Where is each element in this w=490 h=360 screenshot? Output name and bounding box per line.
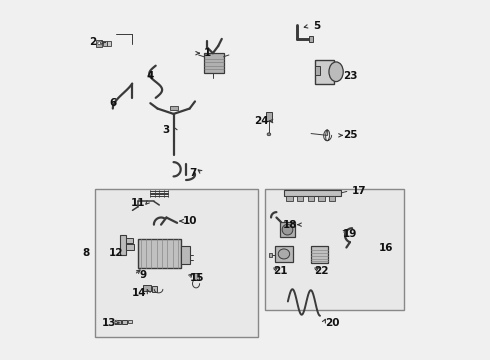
Text: 23: 23 bbox=[343, 71, 358, 81]
Text: 4: 4 bbox=[147, 71, 154, 81]
Ellipse shape bbox=[115, 320, 118, 323]
Bar bbox=[138, 239, 181, 267]
Bar bbox=[95, 189, 258, 337]
Bar bbox=[193, 273, 198, 280]
Ellipse shape bbox=[282, 224, 293, 235]
Bar bbox=[315, 66, 320, 75]
Bar bbox=[103, 41, 107, 46]
Text: 22: 22 bbox=[315, 266, 329, 276]
Text: 13: 13 bbox=[102, 318, 117, 328]
Bar bbox=[122, 320, 127, 324]
Text: 15: 15 bbox=[190, 273, 204, 283]
Bar bbox=[128, 320, 132, 323]
Bar bbox=[204, 53, 223, 73]
Bar bbox=[309, 36, 313, 42]
Text: 11: 11 bbox=[130, 198, 145, 208]
Text: 12: 12 bbox=[109, 248, 123, 258]
Ellipse shape bbox=[329, 62, 343, 82]
Bar bbox=[126, 244, 134, 249]
Bar bbox=[120, 235, 126, 255]
Bar bbox=[275, 246, 293, 262]
Bar bbox=[286, 196, 293, 202]
Text: 19: 19 bbox=[343, 229, 358, 239]
Bar bbox=[318, 196, 325, 202]
Bar bbox=[308, 196, 314, 202]
Bar bbox=[152, 287, 157, 292]
Bar bbox=[115, 320, 121, 324]
Bar bbox=[97, 40, 102, 47]
Bar bbox=[311, 246, 328, 263]
Text: 3: 3 bbox=[163, 125, 170, 135]
Text: 25: 25 bbox=[343, 130, 358, 140]
Bar bbox=[170, 106, 178, 111]
Bar bbox=[329, 196, 335, 202]
Text: 10: 10 bbox=[182, 216, 197, 226]
Text: 5: 5 bbox=[313, 21, 320, 31]
Text: 2: 2 bbox=[90, 37, 97, 48]
Bar bbox=[284, 190, 342, 196]
Text: 1: 1 bbox=[204, 48, 211, 58]
Text: 16: 16 bbox=[379, 243, 393, 253]
Bar bbox=[143, 285, 151, 292]
Bar bbox=[315, 60, 334, 84]
Bar bbox=[265, 189, 404, 310]
Text: 18: 18 bbox=[282, 220, 297, 230]
Bar bbox=[280, 222, 295, 237]
Bar bbox=[297, 196, 303, 202]
Text: 7: 7 bbox=[190, 168, 197, 178]
Bar bbox=[126, 238, 133, 243]
Bar bbox=[107, 41, 111, 46]
Text: 6: 6 bbox=[109, 98, 117, 108]
Ellipse shape bbox=[278, 249, 290, 259]
Bar bbox=[181, 246, 190, 264]
Text: 24: 24 bbox=[254, 116, 269, 126]
Ellipse shape bbox=[267, 133, 270, 136]
Text: 14: 14 bbox=[132, 288, 147, 297]
Bar bbox=[266, 112, 272, 121]
Text: 21: 21 bbox=[273, 266, 288, 276]
Text: 17: 17 bbox=[352, 186, 367, 196]
Text: 9: 9 bbox=[140, 270, 147, 280]
Text: 20: 20 bbox=[325, 318, 340, 328]
Ellipse shape bbox=[98, 42, 100, 45]
Bar bbox=[269, 253, 272, 257]
Text: 8: 8 bbox=[82, 248, 90, 258]
